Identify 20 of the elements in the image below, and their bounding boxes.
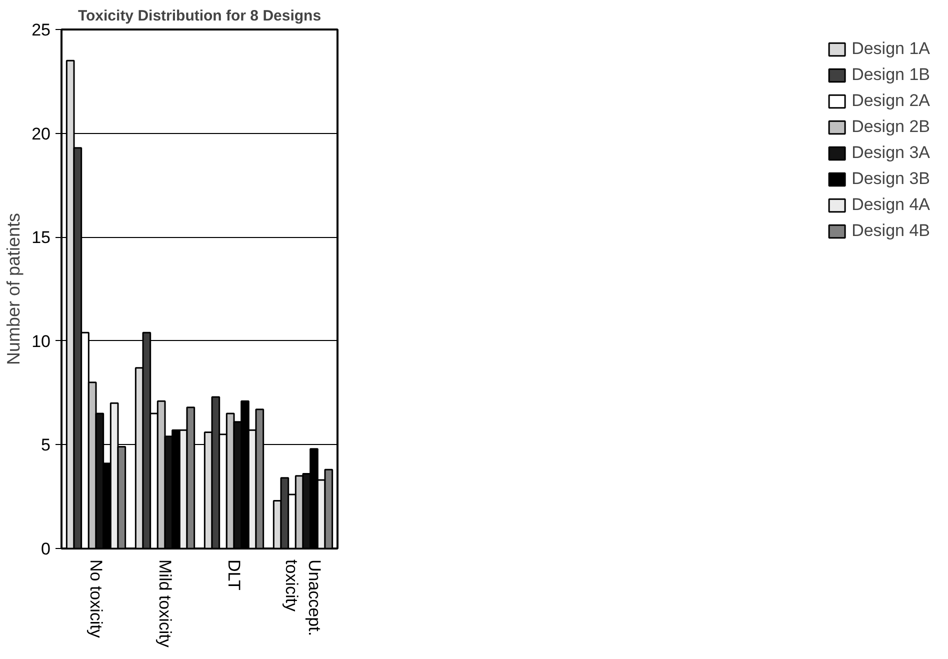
y-tick-label: 10 — [32, 332, 51, 351]
y-axis-title: Number of patients — [4, 212, 24, 366]
legend-label: Design 1A — [852, 39, 930, 59]
legend-label: Design 2A — [852, 91, 930, 111]
y-tick-label: 15 — [32, 228, 51, 248]
y-tick-label: 5 — [41, 436, 51, 455]
x-tick-label: Mild toxicity — [156, 560, 174, 648]
x-tick-label: DLT — [224, 560, 244, 590]
legend-label: Design 1B — [852, 65, 930, 85]
y-tick-label: 0 — [41, 540, 51, 558]
legend-label: Design 3B — [852, 169, 930, 189]
x-tick-label: Unaccept. toxicity — [282, 560, 324, 636]
x-tick-label: No toxicity — [86, 560, 106, 638]
y-tick-label: 25 — [32, 20, 51, 40]
y-tick-label: 20 — [32, 124, 51, 144]
chart-title: Toxicity Distribution for 8 Designs — [78, 8, 322, 24]
legend-label: Design 2B — [852, 117, 930, 137]
legend-label: Design 4A — [852, 195, 930, 215]
legend-label: Design 4B — [852, 221, 930, 241]
legend-label: Design 3A — [852, 143, 930, 163]
